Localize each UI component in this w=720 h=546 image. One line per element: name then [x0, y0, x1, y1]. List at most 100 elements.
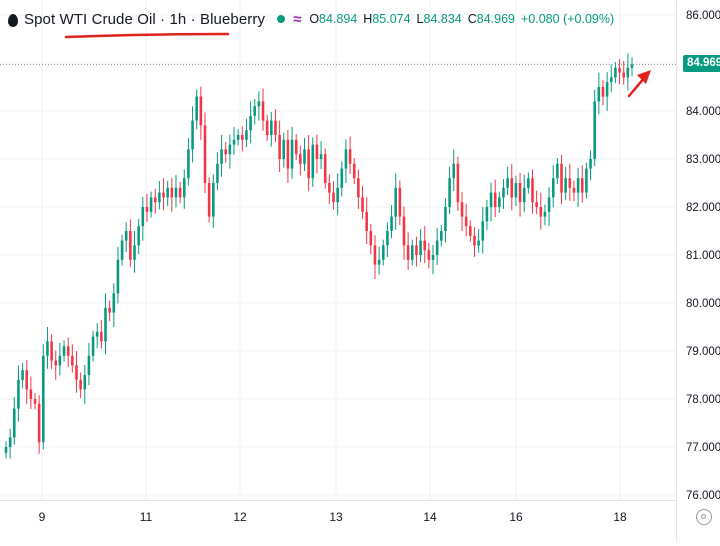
candle-body — [286, 139, 290, 169]
candle-body — [174, 187, 178, 198]
high-value: 85.074 — [372, 12, 411, 26]
candle-body — [402, 216, 406, 246]
candle-body — [42, 355, 45, 443]
candle-body — [340, 168, 344, 188]
last-price-tag: 84.969 — [683, 55, 720, 72]
candle-body — [145, 207, 149, 212]
candle-body — [332, 192, 335, 203]
y-tick-label: 80.000 — [686, 298, 720, 310]
candle-body — [162, 192, 165, 198]
candle-body — [319, 154, 323, 159]
candle-body — [66, 346, 70, 356]
candle-body — [220, 149, 223, 164]
candle-body — [452, 163, 456, 179]
symbol-title[interactable]: Spot WTI Crude Oil · 1h · Blueberry — [24, 10, 266, 28]
change-value: +0.080 (+0.09%) — [521, 12, 615, 26]
candle-body — [50, 341, 53, 361]
title-underline-annotation — [64, 32, 230, 39]
candle-body — [406, 245, 410, 260]
candle-body — [95, 331, 99, 337]
candle-body — [153, 197, 157, 203]
candle-body — [614, 67, 617, 78]
candle-body — [531, 178, 534, 203]
candle-body — [108, 307, 111, 313]
candle-body — [245, 130, 248, 140]
candle-body — [539, 207, 543, 217]
candle-body — [593, 101, 596, 159]
candle-body — [265, 120, 269, 135]
candle-body — [390, 216, 393, 231]
close-value: 84.969 — [476, 12, 515, 26]
candle-body — [589, 159, 592, 169]
candle-body — [369, 231, 373, 246]
candle-body — [187, 149, 190, 179]
y-tick-label: 83.000 — [686, 154, 720, 166]
candle-body — [91, 336, 95, 356]
candle-body — [410, 245, 414, 260]
x-tick-label: 14 — [423, 510, 437, 524]
x-tick-label: 12 — [233, 510, 247, 524]
candle-body — [580, 178, 584, 193]
candle-body — [120, 240, 124, 260]
candle-body — [100, 331, 103, 342]
annotation-arrow-head — [637, 70, 651, 84]
chart-settings-icon[interactable] — [696, 509, 712, 525]
x-tick-label: 13 — [329, 510, 343, 524]
candle-body — [551, 178, 555, 198]
candle-body — [493, 192, 497, 207]
candle-body — [54, 360, 58, 366]
x-tick-label: 16 — [509, 510, 523, 524]
candle-body — [29, 389, 33, 399]
candle-body — [357, 178, 360, 198]
candle-body — [8, 437, 12, 447]
candle-body — [386, 231, 389, 246]
candle-body — [62, 346, 66, 356]
candle-body — [25, 370, 29, 390]
candle-body — [477, 240, 480, 246]
candle-body — [622, 72, 625, 78]
candle-body — [498, 197, 501, 207]
candle-body — [543, 211, 547, 217]
candle-body — [630, 64, 634, 68]
candle-body — [469, 226, 472, 236]
candle-body — [46, 341, 49, 356]
candle-body — [253, 106, 257, 116]
candle-body — [336, 187, 339, 203]
candle-body — [4, 447, 8, 453]
candle-body — [527, 178, 530, 188]
candle-body — [211, 183, 215, 217]
candle-body — [79, 379, 82, 390]
candle-body — [133, 245, 136, 260]
y-tick-label: 86.000 — [686, 10, 720, 22]
data-source-icon: ≈ — [293, 10, 302, 28]
candle-body — [427, 250, 431, 260]
open-value: 84.894 — [319, 12, 358, 26]
y-tick-label: 76.000 — [686, 490, 720, 502]
candle-body — [377, 259, 381, 265]
candle-body — [116, 259, 120, 294]
candle-body — [83, 375, 87, 390]
candle-body — [489, 192, 493, 207]
y-tick-label: 84.000 — [686, 106, 720, 118]
candle-body — [21, 370, 24, 380]
candle-body — [419, 240, 422, 255]
candle-body — [124, 231, 128, 241]
candle-body — [178, 187, 182, 198]
x-tick-label: 11 — [140, 510, 153, 524]
candle-body — [323, 154, 327, 183]
candle-body — [290, 139, 294, 169]
candle-body — [236, 135, 240, 140]
candle-body — [518, 183, 522, 203]
candle-body — [522, 187, 526, 203]
y-tick-label: 79.000 — [686, 346, 720, 358]
y-tick-label: 81.000 — [686, 250, 720, 262]
candle-body — [398, 187, 402, 217]
open-label: O — [309, 12, 320, 26]
candle-body — [33, 399, 37, 404]
candle-body — [270, 120, 273, 135]
candle-body — [112, 293, 116, 313]
candle-body — [444, 207, 447, 231]
